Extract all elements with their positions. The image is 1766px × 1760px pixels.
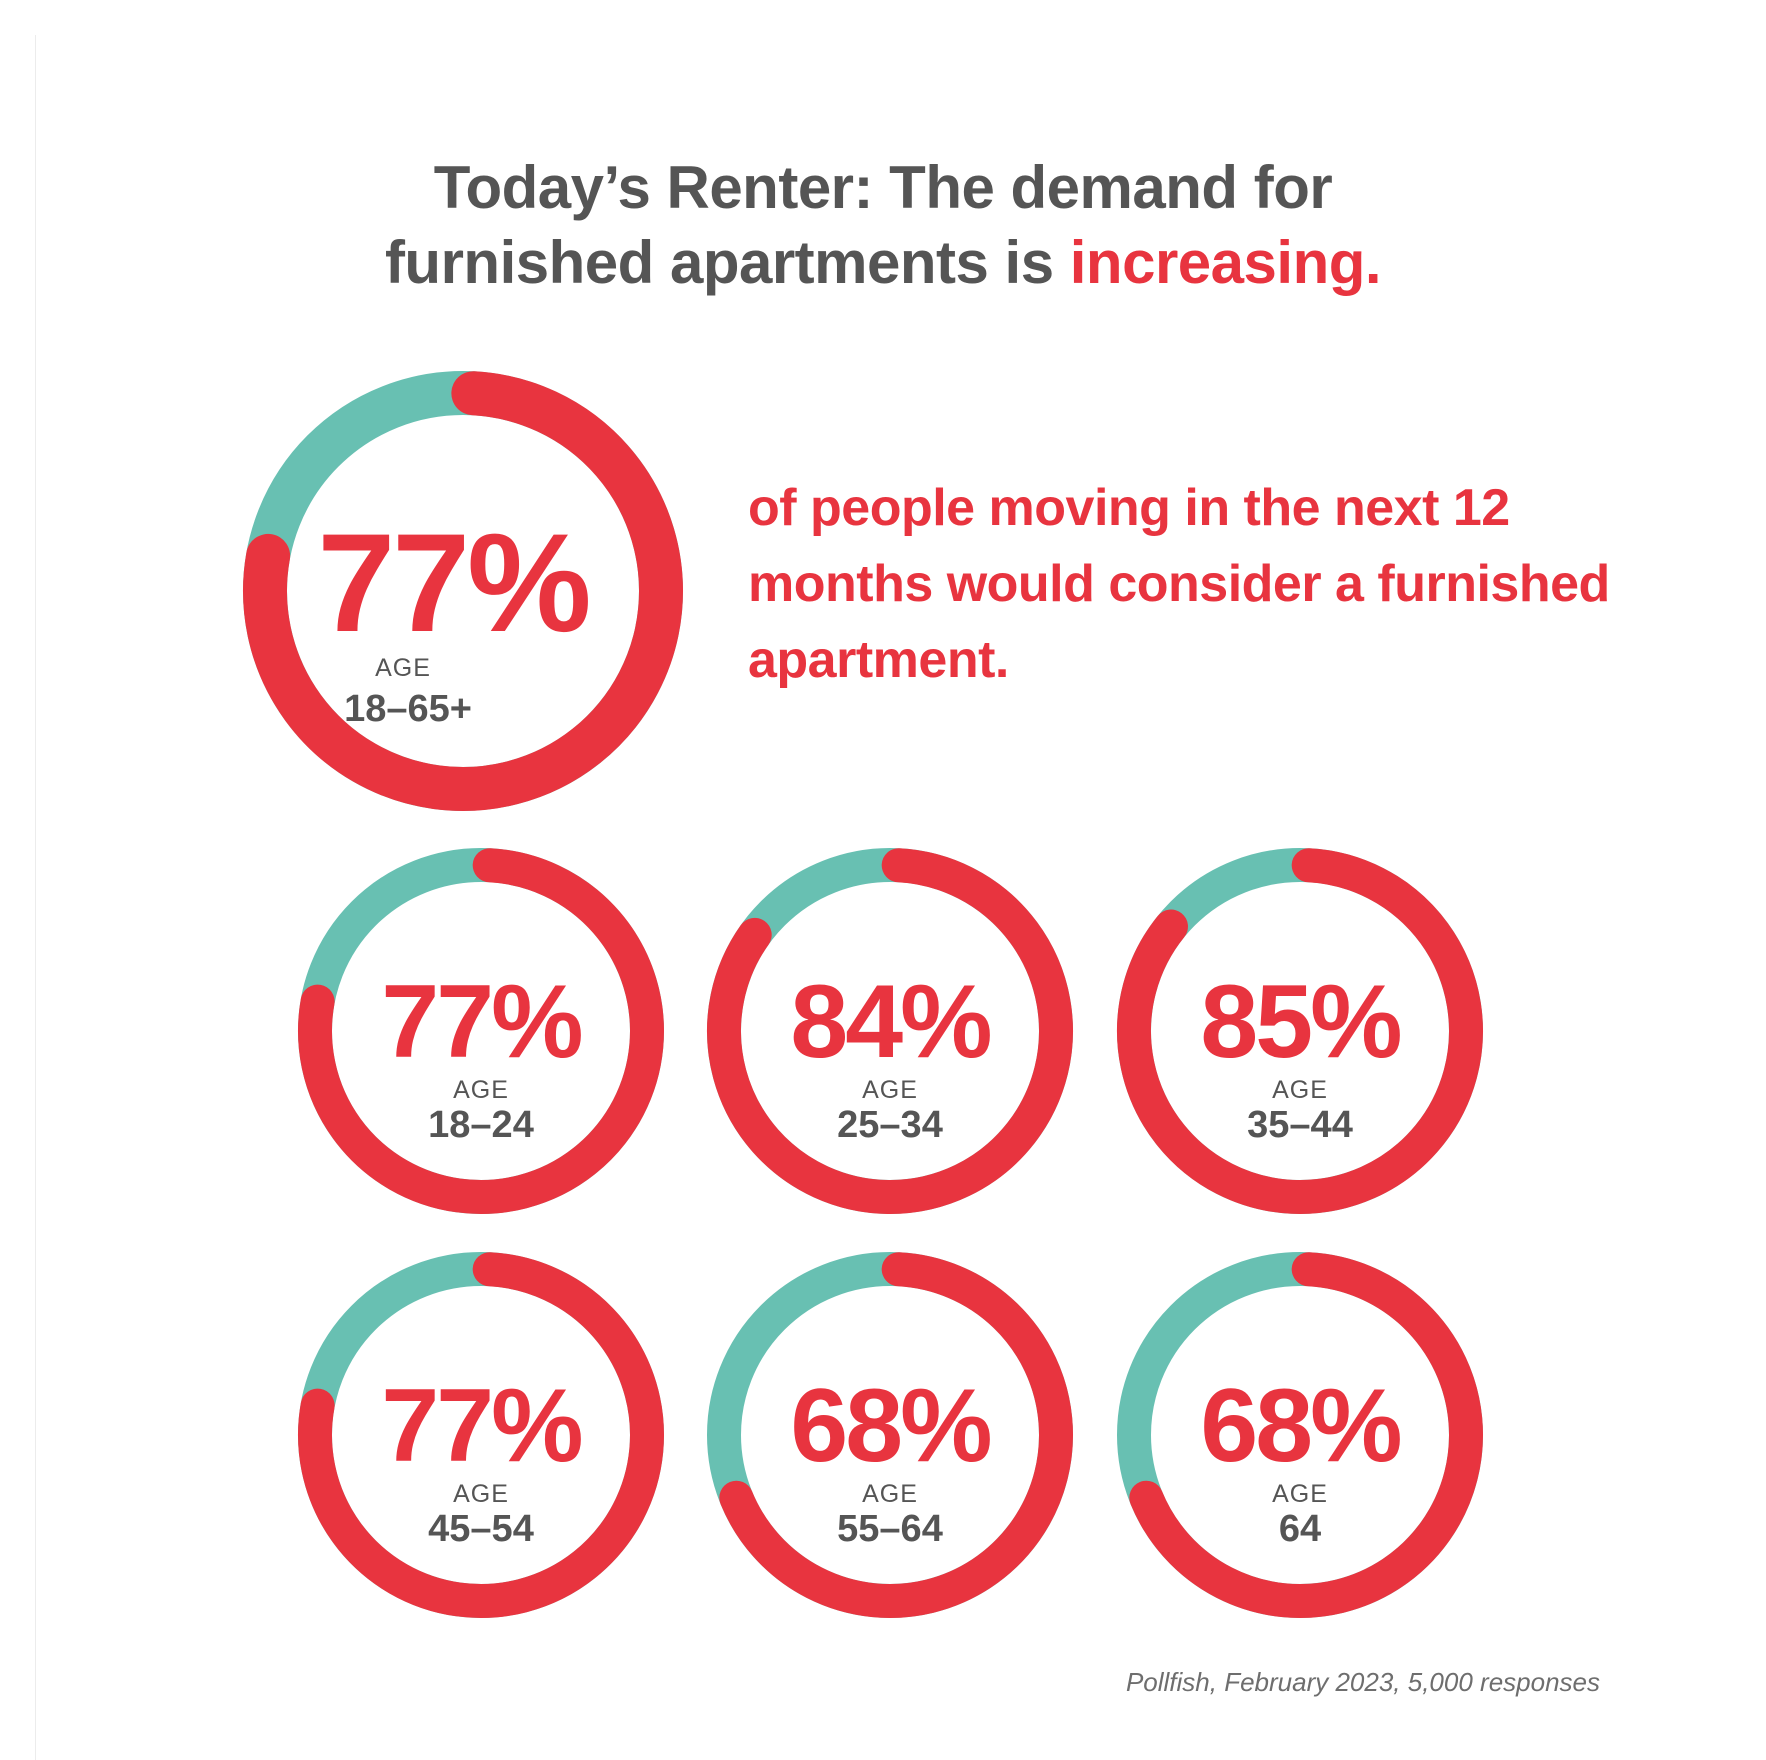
title-line-2-plain: furnished apartments is [384,229,1070,296]
age-caption: AGE [453,1076,509,1104]
donut-value-label: 77% [317,504,588,661]
donut-remainder-ring [707,1252,1073,1618]
donut-remainder-ring [707,848,1073,1214]
donut-value-label: 85% [1200,964,1400,1080]
donut-value-arc [298,848,664,1214]
donut-1: 77%AGE 18–65+ [243,371,683,811]
title-accent-word: increasing. [1069,229,1382,296]
donut-value-arc [1129,1252,1483,1618]
age-range-label: 64 [1279,1508,1321,1550]
title-line-2: furnished apartments is increasing. [0,225,1766,300]
age-caption: AGE [1272,1480,1328,1508]
donut-value-arc [243,371,683,811]
donut-remainder-ring [1117,1252,1483,1618]
donut-value-label: 84% [790,964,990,1080]
age-caption: AGE [375,654,431,682]
donut-value-arc [298,1252,664,1618]
age-range-label: 45–54 [428,1508,534,1550]
age-caption: AGE [862,1076,918,1104]
donut-value-label: 77% [381,1368,581,1484]
title-line-1: Today’s Renter: The demand for [433,154,1333,221]
age-range-label: 18–65+ [344,688,472,730]
donut-value-arc [1117,848,1483,1214]
donut-value-arc [719,1252,1073,1618]
donut-value-label: 68% [790,1368,990,1484]
tagline-text: of people moving in the next 12 months w… [748,479,1610,689]
donut-value-label: 77% [381,964,581,1080]
age-caption: AGE [453,1480,509,1508]
donut-remainder-ring [1117,848,1483,1214]
donut-remainder-ring [243,371,683,811]
page-title: Today’s Renter: The demand for furnished… [0,150,1766,300]
donut-value-arc [707,848,1073,1214]
age-range-label: 25–34 [837,1104,943,1146]
age-range-label: 35–44 [1247,1104,1353,1146]
page-edge-line [35,35,36,1760]
age-caption: AGE [1272,1076,1328,1104]
age-range-label: 18–24 [428,1104,534,1146]
age-caption: AGE [862,1480,918,1508]
source-note: Pollfish, February 2023, 5,000 responses [1125,1667,1600,1697]
donut-value-label: 68% [1200,1368,1400,1484]
donut-remainder-ring [298,848,664,1214]
donut-remainder-ring [298,1252,664,1618]
age-range-label: 55–64 [837,1508,943,1550]
